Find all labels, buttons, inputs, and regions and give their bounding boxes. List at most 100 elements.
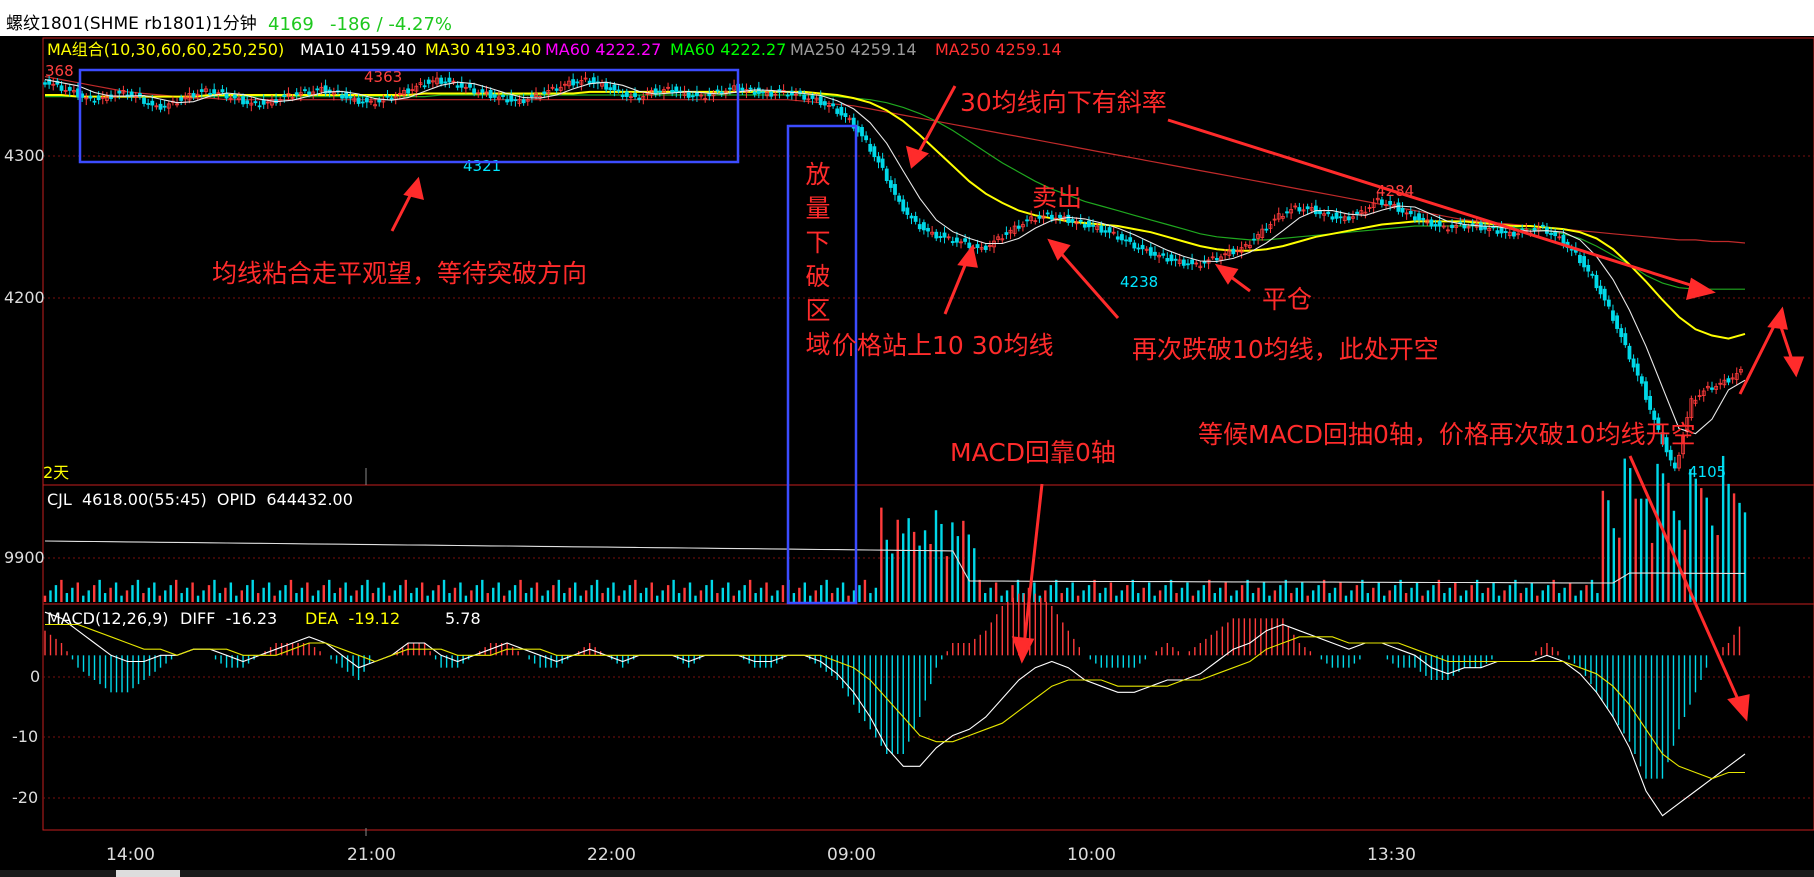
candle-body xyxy=(942,232,947,238)
volume-bar xyxy=(1650,542,1654,602)
candle-body xyxy=(51,83,56,86)
volume-bar xyxy=(103,593,107,602)
macd-legend-name: MACD(12,26,9) xyxy=(47,609,169,628)
annotation-ma-flat: 均线粘合走平观望，等待突破方向 xyxy=(212,259,588,288)
candle-body xyxy=(926,227,930,232)
volume-bar xyxy=(464,595,468,602)
candle-body xyxy=(451,80,456,83)
volume-bar xyxy=(617,595,621,602)
candle-body xyxy=(319,86,324,92)
candle-body xyxy=(1693,399,1698,404)
annotation-arrows xyxy=(390,85,1805,722)
candle-body xyxy=(567,80,571,87)
candle-body xyxy=(96,95,101,101)
volume-bar xyxy=(1224,582,1227,602)
candle-body xyxy=(1557,236,1562,239)
volume-bar xyxy=(502,595,506,602)
candle-body xyxy=(1648,395,1652,410)
volume-bar xyxy=(1492,582,1495,602)
candle-body xyxy=(851,117,856,129)
candle-body xyxy=(847,117,852,121)
candle-body xyxy=(1619,328,1624,338)
candle-body xyxy=(1173,258,1178,261)
volume-bar xyxy=(311,595,315,602)
candle-body xyxy=(245,100,250,104)
candle-body xyxy=(410,89,415,92)
candle-body xyxy=(1639,376,1644,384)
candle-body xyxy=(1181,259,1186,266)
volume-bar xyxy=(1552,579,1555,602)
volume-bar xyxy=(306,582,309,602)
volume-bar xyxy=(1661,473,1665,602)
volume-bar xyxy=(1683,529,1687,602)
candle-body xyxy=(1730,377,1735,380)
candle-body xyxy=(443,81,448,84)
svg-text:MA组合(10,30,60,60,250,250): MA组合(10,30,60,60,250,250) xyxy=(47,40,284,59)
candle-body xyxy=(1008,229,1013,234)
volume-bar xyxy=(1590,579,1594,602)
volume-bar xyxy=(1530,582,1534,602)
volume-bar xyxy=(1137,593,1140,602)
candle-body xyxy=(1128,237,1133,242)
volume-bar xyxy=(196,595,200,602)
candle-body xyxy=(674,86,679,94)
volume-bar xyxy=(202,590,205,602)
candle-body xyxy=(1668,449,1673,461)
volume-bar xyxy=(1415,582,1419,602)
candle-body xyxy=(554,88,559,91)
marker-high-4363: 4363 xyxy=(364,68,402,86)
volume-bar xyxy=(169,585,172,602)
ma-legend-items: MA10 4159.40 MA30 4193.40 MA60 4222.27 MA60… xyxy=(300,40,1062,59)
volume-bar xyxy=(1410,587,1413,602)
time-tick-2200: 22:00 xyxy=(587,845,636,865)
candle-body xyxy=(728,87,732,90)
candle-body xyxy=(84,97,89,100)
candle-body xyxy=(1710,387,1714,390)
volume-bar xyxy=(628,585,632,602)
candle-body xyxy=(1685,417,1690,433)
volume-bar xyxy=(885,539,889,602)
volume-bar xyxy=(1377,582,1380,602)
candle-body xyxy=(1095,225,1100,230)
volume-bar xyxy=(672,579,675,602)
candle-body xyxy=(505,99,510,103)
ma30-line xyxy=(45,90,1746,340)
candle-body xyxy=(921,222,926,231)
volume-bar xyxy=(1547,585,1550,602)
volume-bar xyxy=(377,587,380,602)
candle-body xyxy=(1722,379,1727,386)
candle-body xyxy=(1487,227,1492,232)
volume-bar xyxy=(524,593,528,602)
volume-bar xyxy=(595,579,599,602)
candle-body xyxy=(360,101,365,104)
candle-body xyxy=(71,90,76,93)
candle-body xyxy=(133,96,138,98)
candle-body xyxy=(1285,211,1289,214)
candle-body xyxy=(1408,211,1413,215)
candle-body xyxy=(843,113,848,118)
candle-body xyxy=(769,91,774,97)
bottom-scrollbar[interactable] xyxy=(0,870,1814,877)
candle-body xyxy=(1103,230,1108,233)
volume-bar xyxy=(1044,590,1047,602)
time-tick-1000: 10:00 xyxy=(1067,845,1116,865)
ma-legend-item-0: MA10 4159.40 xyxy=(300,40,416,59)
volume-bar xyxy=(388,595,391,602)
candle-body xyxy=(315,88,320,91)
candle-body xyxy=(67,86,72,91)
candle-body xyxy=(909,215,914,219)
candle-body xyxy=(1219,256,1223,261)
scroll-thumb[interactable] xyxy=(116,870,180,877)
kline-chart[interactable]: MA组合(10,30,60,60,250,250) MA10 4159.40 MA… xyxy=(0,36,1814,870)
volume-bar xyxy=(1328,593,1331,602)
candle-body xyxy=(1549,232,1553,235)
volume-bar xyxy=(508,590,511,602)
candle-body xyxy=(1091,224,1095,227)
volume-bar xyxy=(1656,463,1659,602)
volume-bar xyxy=(1514,579,1517,602)
volume-bar xyxy=(218,593,222,602)
volume-bar xyxy=(530,587,533,602)
candle-body xyxy=(876,156,881,163)
volume-bar xyxy=(1612,528,1616,602)
candle-body xyxy=(100,96,105,99)
